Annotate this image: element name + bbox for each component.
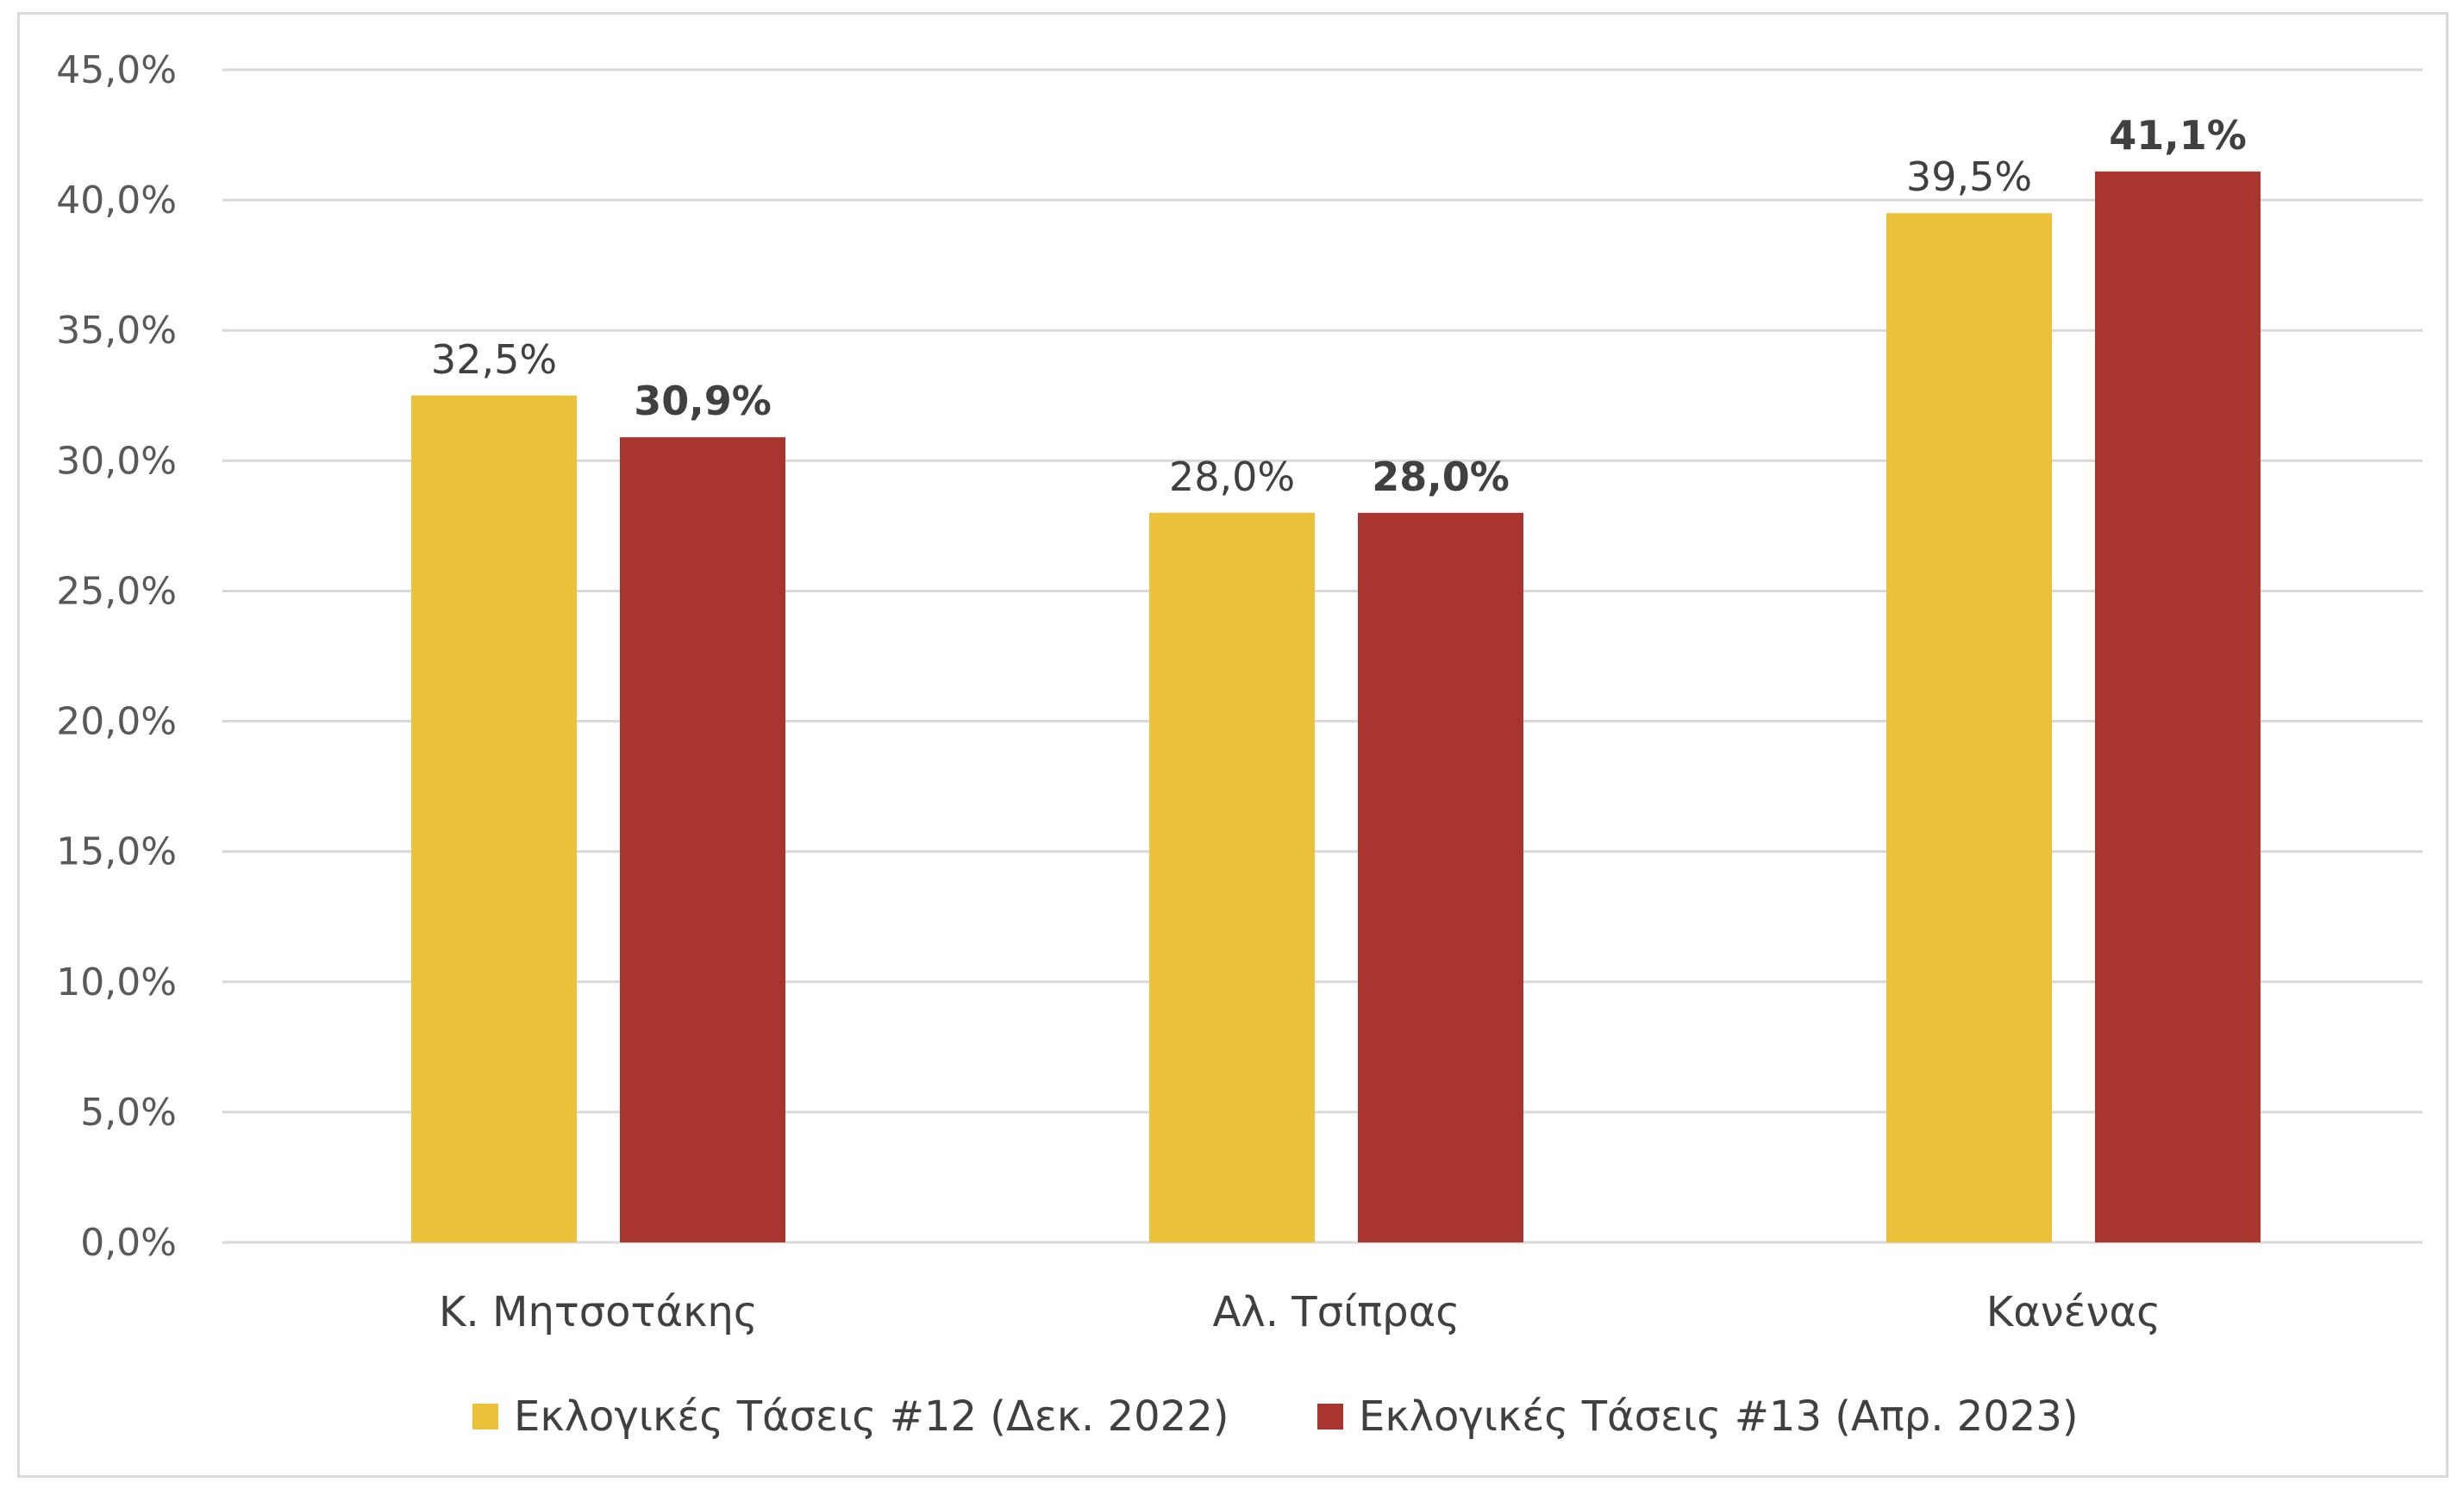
gridlines — [222, 68, 2423, 1244]
y-tick-label: 15,0% — [56, 830, 177, 874]
legend-label-2: Εκλογικές Τάσεις #13 (Απρ. 2023) — [1359, 1392, 2079, 1441]
data-label-2-1: 30,9% — [634, 378, 772, 424]
y-tick-label: 5,0% — [80, 1091, 177, 1135]
bar-2-1 — [620, 437, 785, 1243]
bar-2-3 — [2095, 171, 2261, 1242]
category-labels: Κ. Μητσοτάκης Αλ. Τσίπρας Κανένας — [439, 1288, 2161, 1336]
data-label-1-2: 28,0% — [1169, 454, 1295, 500]
bar-2-2 — [1358, 512, 1523, 1242]
y-tick-label: 30,0% — [56, 439, 177, 483]
y-axis-ticks: 0,0% 5,0% 10,0% 15,0% 20,0% 25,0% 30,0% 35,0% 40… — [56, 48, 177, 1265]
data-label-2-3: 41,1% — [2109, 112, 2247, 159]
y-tick-label: 0,0% — [80, 1221, 177, 1265]
bar-1-2 — [1149, 512, 1315, 1242]
data-labels: 32,5% 30,9% 28,0% 28,0% 39,5% 41,1% — [431, 112, 2247, 500]
bar-1-3 — [1886, 213, 2052, 1243]
data-label-1-3: 39,5% — [1906, 153, 2032, 200]
data-label-2-2: 28,0% — [1372, 454, 1510, 500]
legend: Εκλογικές Τάσεις #12 (Δεκ. 2022) Εκλογικέ… — [472, 1392, 2079, 1441]
bars — [411, 171, 2261, 1243]
data-label-1-1: 32,5% — [431, 336, 557, 383]
legend-swatch-1 — [472, 1404, 498, 1430]
category-label-2: Αλ. Τσίπρας — [1213, 1288, 1460, 1336]
category-label-1: Κ. Μητσοτάκης — [439, 1288, 758, 1336]
y-tick-label: 10,0% — [56, 960, 177, 1004]
y-tick-label: 40,0% — [56, 178, 177, 222]
y-tick-label: 20,0% — [56, 700, 177, 744]
y-tick-label: 35,0% — [56, 309, 177, 353]
bar-1-1 — [411, 395, 577, 1242]
y-tick-label: 45,0% — [56, 48, 177, 92]
legend-swatch-2 — [1317, 1404, 1343, 1430]
y-tick-label: 25,0% — [56, 569, 177, 613]
category-label-3: Κανένας — [1986, 1288, 2161, 1336]
legend-label-1: Εκλογικές Τάσεις #12 (Δεκ. 2022) — [514, 1392, 1229, 1441]
